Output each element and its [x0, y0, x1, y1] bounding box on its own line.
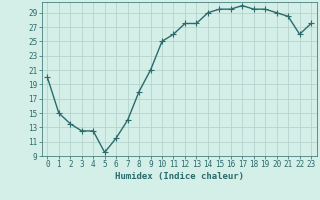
- X-axis label: Humidex (Indice chaleur): Humidex (Indice chaleur): [115, 172, 244, 181]
